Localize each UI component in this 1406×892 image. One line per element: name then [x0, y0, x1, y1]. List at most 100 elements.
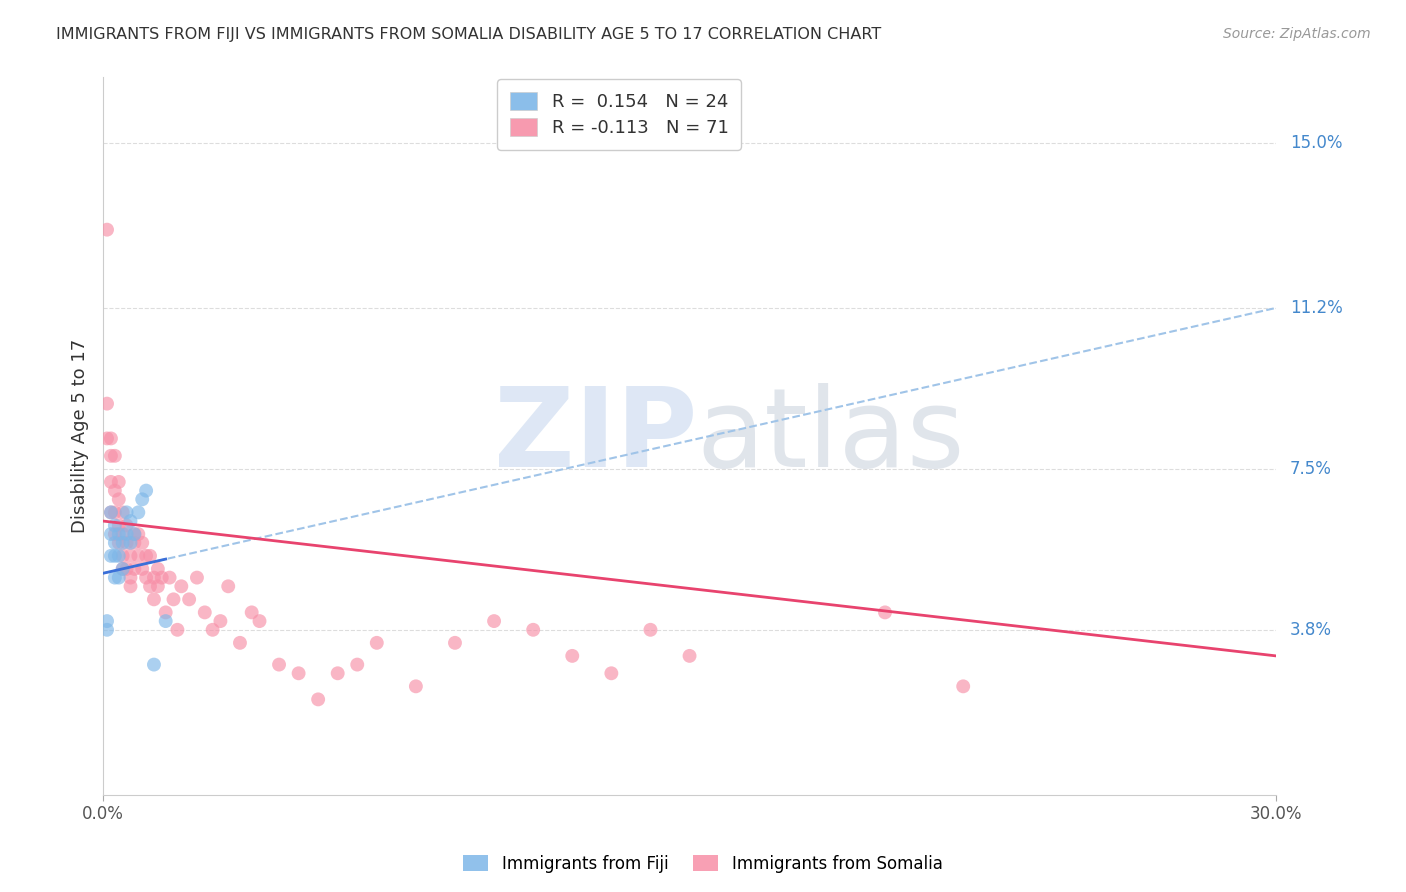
Point [104, 505, 127, 519]
Point [96, 623, 118, 637]
Point [115, 505, 138, 519]
Text: 15.0%: 15.0% [1291, 134, 1343, 152]
Point [127, 505, 149, 519]
Point [107, 475, 129, 489]
Point [366, 636, 388, 650]
Point [115, 536, 138, 550]
Point [100, 449, 122, 463]
Point [249, 614, 271, 628]
Point [155, 614, 177, 628]
Point [640, 623, 662, 637]
Point [100, 505, 122, 519]
Point [326, 666, 349, 681]
Point [162, 592, 184, 607]
Point [307, 692, 329, 706]
Point [127, 527, 149, 541]
Point [96, 397, 118, 411]
Point [155, 606, 177, 620]
Point [124, 527, 146, 541]
Point [111, 562, 134, 576]
Legend: R =  0.154   N = 24, R = -0.113   N = 71: R = 0.154 N = 24, R = -0.113 N = 71 [498, 79, 741, 150]
Point [135, 483, 157, 498]
Point [96, 222, 118, 236]
Point [267, 657, 290, 672]
Point [124, 527, 146, 541]
Point [111, 536, 134, 550]
Point [104, 549, 127, 563]
Point [142, 657, 165, 672]
Point [111, 549, 134, 563]
Point [120, 579, 142, 593]
Point [444, 636, 467, 650]
Point [240, 606, 263, 620]
Point [873, 606, 896, 620]
Point [209, 614, 232, 628]
Point [150, 571, 173, 585]
Text: Source: ZipAtlas.com: Source: ZipAtlas.com [1223, 27, 1371, 41]
Point [104, 483, 127, 498]
Point [127, 549, 149, 563]
Point [522, 623, 544, 637]
Text: IMMIGRANTS FROM FIJI VS IMMIGRANTS FROM SOMALIA DISABILITY AGE 5 TO 17 CORRELATI: IMMIGRANTS FROM FIJI VS IMMIGRANTS FROM … [56, 27, 882, 42]
Point [107, 549, 129, 563]
Point [139, 549, 162, 563]
Point [170, 579, 193, 593]
Point [120, 549, 142, 563]
Point [952, 679, 974, 693]
Point [107, 527, 129, 541]
Point [159, 571, 181, 585]
Y-axis label: Disability Age 5 to 17: Disability Age 5 to 17 [72, 339, 89, 533]
Point [179, 592, 201, 607]
Point [107, 571, 129, 585]
Point [142, 571, 165, 585]
Point [201, 623, 224, 637]
Point [194, 606, 217, 620]
Text: 3.8%: 3.8% [1291, 621, 1331, 639]
Point [111, 527, 134, 541]
Text: 7.5%: 7.5% [1291, 460, 1331, 478]
Point [124, 536, 146, 550]
Point [120, 536, 142, 550]
Text: atlas: atlas [696, 383, 965, 490]
Point [100, 505, 122, 519]
Point [135, 549, 157, 563]
Point [100, 549, 122, 563]
Point [111, 505, 134, 519]
Point [142, 592, 165, 607]
Point [100, 432, 122, 446]
Point [561, 648, 583, 663]
Point [104, 449, 127, 463]
Point [146, 579, 169, 593]
Legend: Immigrants from Fiji, Immigrants from Somalia: Immigrants from Fiji, Immigrants from So… [457, 848, 949, 880]
Text: ZIP: ZIP [494, 383, 697, 490]
Point [287, 666, 309, 681]
Point [120, 514, 142, 528]
Point [600, 666, 623, 681]
Point [482, 614, 505, 628]
Point [229, 636, 252, 650]
Point [104, 527, 127, 541]
Point [107, 536, 129, 550]
Point [678, 648, 700, 663]
Point [115, 518, 138, 533]
Point [107, 492, 129, 507]
Point [104, 518, 127, 533]
Point [139, 579, 162, 593]
Point [166, 623, 188, 637]
Point [107, 518, 129, 533]
Point [100, 475, 122, 489]
Point [100, 527, 122, 541]
Point [115, 562, 138, 576]
Point [96, 432, 118, 446]
Point [131, 492, 153, 507]
Point [104, 571, 127, 585]
Point [111, 562, 134, 576]
Point [124, 562, 146, 576]
Point [115, 527, 138, 541]
Point [135, 571, 157, 585]
Point [217, 579, 239, 593]
Point [96, 614, 118, 628]
Point [131, 536, 153, 550]
Point [131, 562, 153, 576]
Point [146, 562, 169, 576]
